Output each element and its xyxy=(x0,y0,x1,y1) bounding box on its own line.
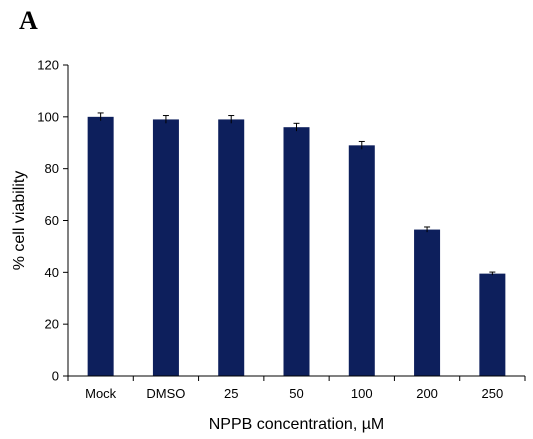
x-axis-label: NPPB concentration, µM xyxy=(209,416,385,433)
x-tick-label-100: 100 xyxy=(351,386,373,401)
x-tick-label-mock: Mock xyxy=(85,386,117,401)
y-tick-label: 20 xyxy=(45,317,59,332)
y-tick-label: 60 xyxy=(45,213,59,228)
y-tick-label: 40 xyxy=(45,265,59,280)
y-axis-label: % cell viability xyxy=(11,171,28,271)
x-tick-label-dmso: DMSO xyxy=(146,386,185,401)
y-ticks-group: 0 20 40 60 80 100 120 xyxy=(37,58,68,384)
panel-label: A xyxy=(19,6,38,35)
bars-group xyxy=(88,117,506,376)
x-tick-label-250: 250 xyxy=(482,386,504,401)
y-tick-label: 100 xyxy=(37,109,59,124)
bar-200 xyxy=(414,230,440,376)
bar-100 xyxy=(349,145,375,376)
y-tick-label: 120 xyxy=(37,58,59,73)
y-tick-label: 0 xyxy=(52,369,59,384)
x-ticks-group: Mock DMSO 25 50 100 200 250 xyxy=(68,376,525,401)
bar-25 xyxy=(218,119,244,376)
x-tick-label-25: 25 xyxy=(224,386,238,401)
y-tick-label: 80 xyxy=(45,161,59,176)
bar-50 xyxy=(284,127,310,376)
x-tick-label-50: 50 xyxy=(289,386,303,401)
bar-dmso xyxy=(153,119,179,376)
bar-mock xyxy=(88,117,114,376)
bar-250 xyxy=(479,274,505,376)
x-tick-label-200: 200 xyxy=(416,386,438,401)
